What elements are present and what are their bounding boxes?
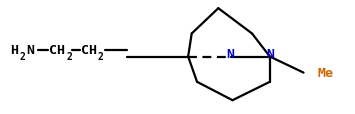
Text: CH: CH [81, 44, 97, 57]
Text: N: N [26, 44, 34, 57]
Text: CH: CH [49, 44, 65, 57]
Text: 2: 2 [98, 52, 104, 62]
Text: H: H [10, 44, 18, 57]
Text: Me: Me [318, 66, 334, 79]
Text: N: N [226, 47, 234, 60]
Text: 2: 2 [20, 52, 26, 62]
Text: 2: 2 [66, 52, 72, 62]
Text: N: N [266, 47, 274, 60]
